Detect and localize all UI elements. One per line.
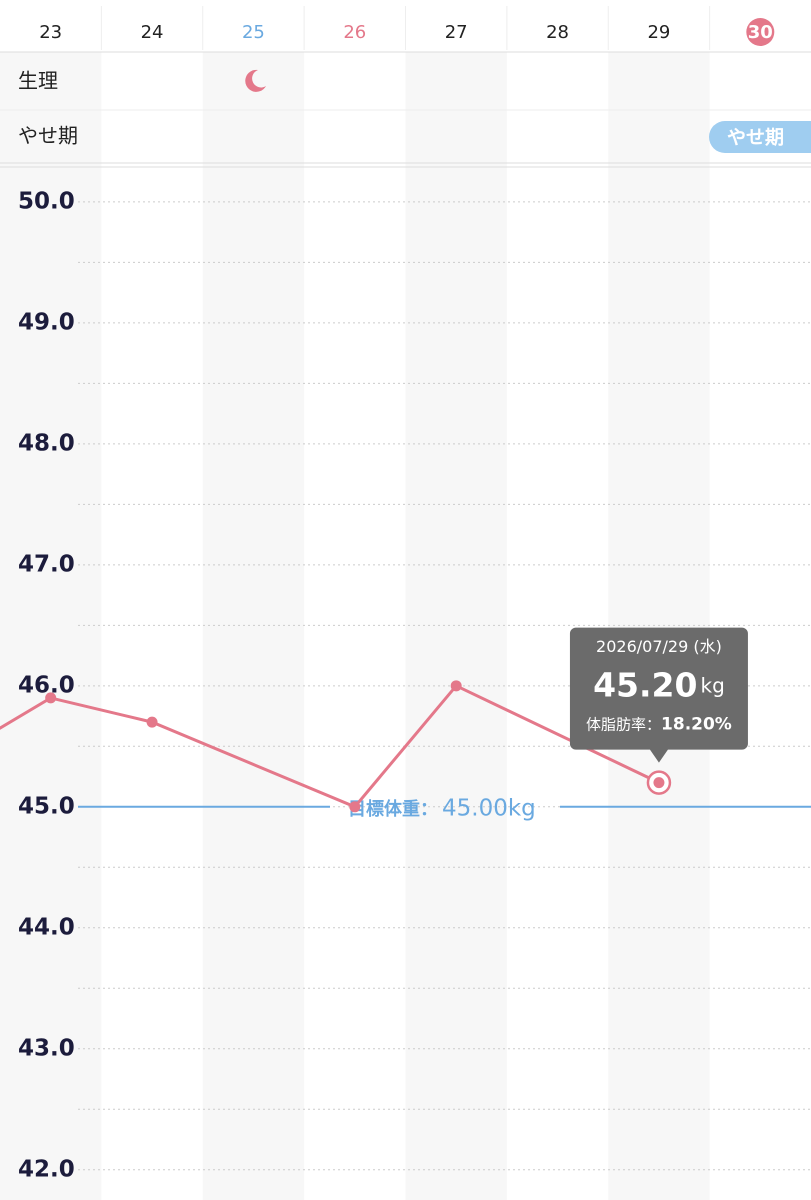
point: [146, 716, 158, 728]
y-tick-label: 43.0: [18, 1035, 75, 1061]
day-label: 26: [343, 22, 366, 43]
column-shade: [0, 52, 102, 1200]
target-label: 目標体重：: [348, 798, 438, 820]
day-label: 25: [242, 22, 265, 43]
phase-badge-label: やせ期: [727, 127, 784, 149]
column-shade: [608, 52, 710, 1200]
day-label: 29: [647, 22, 670, 43]
tooltip-fat: 18.20%: [661, 715, 732, 735]
target-value: 45.00kg: [442, 795, 536, 821]
y-tick-label: 50.0: [18, 188, 75, 214]
point: [45, 692, 57, 704]
y-tick-label: 42.0: [18, 1156, 75, 1182]
tooltip-weight: 45.20: [593, 665, 697, 704]
tooltip-box: [569, 627, 748, 763]
day-label: 23: [39, 22, 62, 43]
tooltip-date: 2026/07/29 (水): [596, 637, 722, 656]
point: [450, 680, 462, 692]
selected-point-dot: [653, 777, 665, 789]
tooltip-weight-unit: kg: [700, 673, 724, 697]
tooltip-fat-line: 体脂肪率：18.20%: [586, 715, 732, 735]
tooltip-fat-label: 体脂肪率：: [586, 715, 661, 733]
day-label: 28: [546, 22, 569, 43]
y-tick-label: 45.0: [18, 793, 75, 819]
day-label: 24: [141, 22, 164, 43]
day-label: 27: [445, 22, 468, 43]
phase-badge: [709, 121, 811, 153]
y-tick-label: 44.0: [18, 914, 75, 940]
column-shade: [202, 52, 305, 1200]
period-icon: [245, 69, 266, 92]
row-label: 生理: [18, 69, 58, 93]
y-tick-label: 49.0: [18, 309, 75, 335]
y-tick-label: 48.0: [18, 430, 75, 456]
day-label: 30: [748, 22, 773, 43]
row-label: やせ期: [18, 124, 78, 148]
column-shade: [405, 52, 507, 1200]
tooltip-weight-line: 45.20 kg: [593, 665, 725, 704]
today-badge: [746, 18, 775, 46]
y-tick-label: 47.0: [18, 551, 75, 577]
point: [349, 801, 361, 813]
weight-line: [0, 683, 660, 809]
y-tick-label: 46.0: [18, 672, 75, 698]
